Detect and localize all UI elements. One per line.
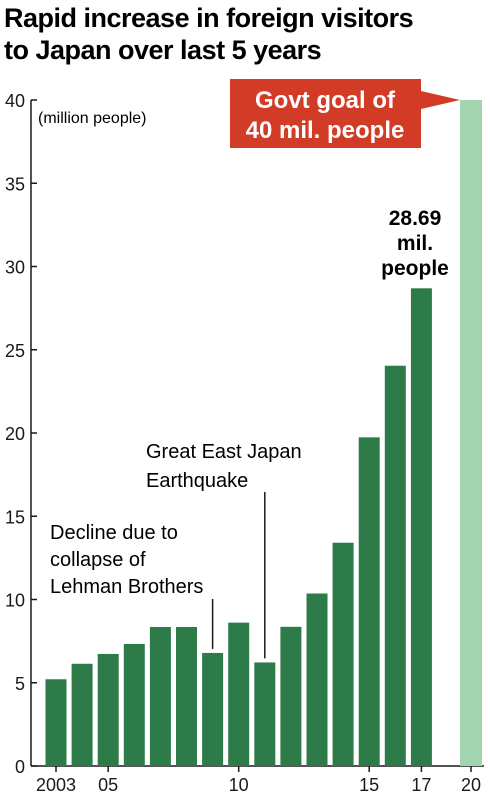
value-label-line-2: mil.	[397, 232, 433, 255]
annotation-earthquake-line-2: Earthquake	[146, 470, 248, 492]
x-tick-label: 15	[359, 775, 379, 795]
bar-2004	[71, 663, 93, 766]
bar-2008	[176, 626, 197, 766]
bar-2016	[384, 365, 406, 766]
bar-2010	[228, 622, 250, 766]
annotation-lehman-line-2: collapse of	[50, 549, 146, 571]
annotation-lehman-line-3: Lehman Brothers	[50, 576, 203, 598]
x-axis-ticks: 2003 05 10 15 17 20	[36, 766, 481, 795]
y-tick-label: 25	[5, 341, 25, 361]
y-tick-label: 5	[15, 674, 25, 694]
goal-callout-box	[230, 79, 460, 148]
bar-2005	[97, 653, 119, 766]
x-tick-label: 05	[98, 775, 118, 795]
bar-2014	[332, 542, 354, 766]
value-label-line-1: 28.69	[389, 207, 442, 230]
x-tick-label: 2003	[36, 775, 76, 795]
bar-2011	[254, 662, 276, 766]
x-tick-label: 20	[461, 775, 481, 795]
value-label-2017: 28.69 mil. people	[381, 207, 449, 280]
chart-title-line-1: Rapid increase in foreign visitors	[4, 3, 413, 33]
y-tick-label: 15	[5, 507, 25, 527]
value-label-line-3: people	[381, 257, 449, 280]
goal-callout: Govt goal of 40 mil. people	[230, 79, 460, 148]
bar-2003	[45, 679, 67, 766]
y-axis-unit-label: (million people)	[38, 110, 147, 127]
bar-2013	[306, 593, 328, 766]
bar-2015	[358, 437, 380, 766]
chart-title-line-2: to Japan over last 5 years	[4, 35, 321, 65]
y-tick-label: 40	[5, 91, 25, 111]
annotation-earthquake: Great East Japan Earthquake	[146, 441, 302, 659]
annotation-earthquake-line-1: Great East Japan	[146, 441, 302, 463]
goal-callout-line-1: Govt goal of	[255, 87, 396, 114]
bar-2012	[280, 626, 302, 766]
y-tick-label: 10	[5, 591, 25, 611]
x-tick-label: 17	[411, 775, 431, 795]
annotation-lehman: Decline due to collapse of Lehman Brothe…	[50, 522, 214, 649]
y-tick-label: 0	[15, 757, 25, 777]
bars-group	[45, 100, 482, 766]
y-tick-label: 35	[5, 174, 25, 194]
x-tick-label: 10	[229, 775, 249, 795]
y-tick-label: 30	[5, 258, 25, 278]
bar-2007	[149, 626, 171, 766]
bar-2006	[123, 643, 145, 766]
goal-callout-line-2: 40 mil. people	[246, 117, 405, 144]
bar-2009	[202, 652, 224, 766]
y-tick-label: 20	[5, 424, 25, 444]
annotation-lehman-line-1: Decline due to	[50, 522, 178, 544]
bar-goal-2020	[460, 100, 482, 766]
bar-2017	[410, 288, 432, 766]
